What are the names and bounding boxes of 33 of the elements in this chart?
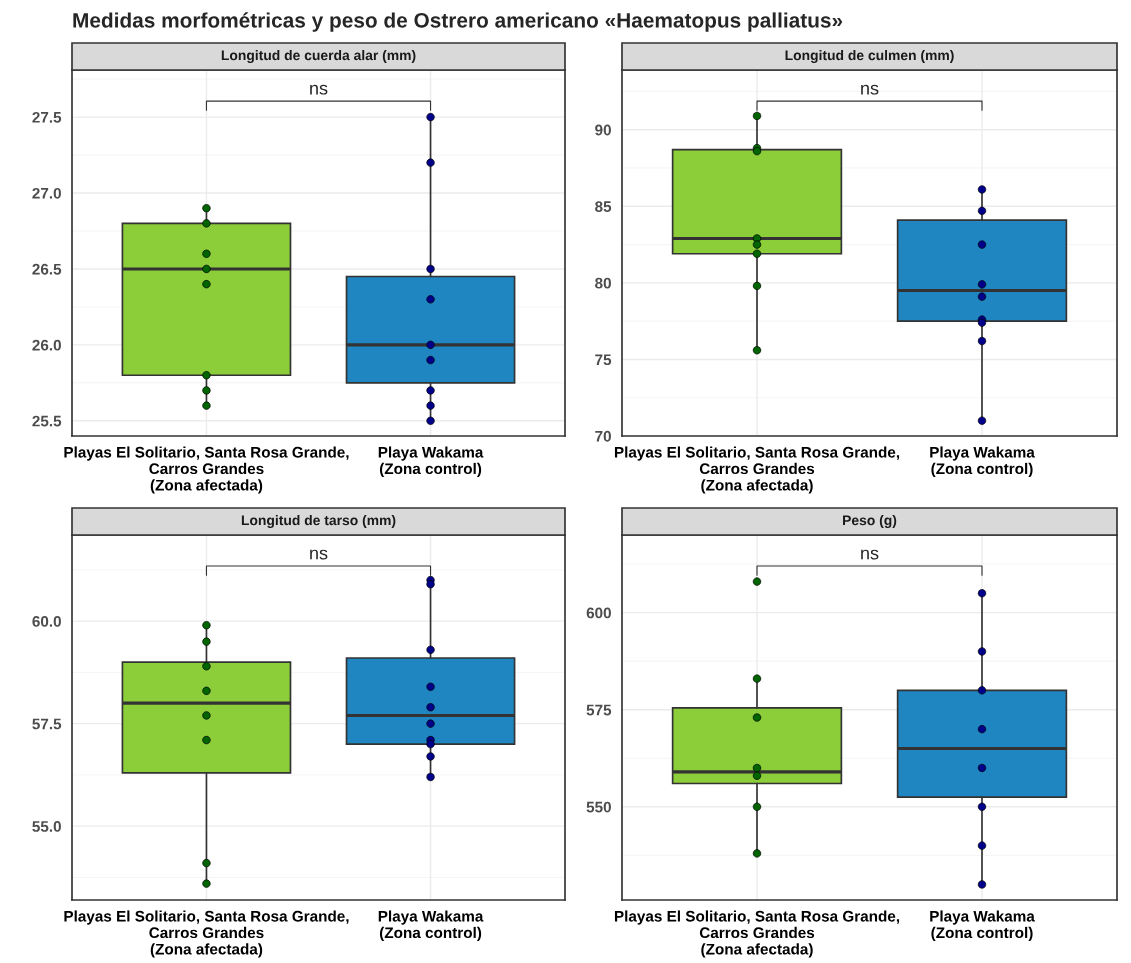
x-tick-label: Playa Wakama (Zona control) <box>378 446 484 478</box>
annotation: ns <box>310 84 328 95</box>
chart-title: Longitud de tarso (mm) <box>241 515 396 528</box>
chart-title: Longitud de cuerda alar (mm) <box>221 50 416 63</box>
y-tick-label: 80 <box>595 277 611 289</box>
y-tick-label: 27.0 <box>32 187 61 199</box>
x-tick-label: Playas El Solitario, Santa Rosa Grande, Carros Grandes (Zona afectada) <box>64 446 349 494</box>
annotation: ns <box>310 549 328 560</box>
y-tick-label: 27.5 <box>32 111 62 123</box>
annotation: ns <box>861 84 879 95</box>
x-tick-label: Playas El Solitario, Santa Rosa Grande, Carros Grandes (Zona afectada) <box>64 910 349 958</box>
y-tick-label: 575 <box>586 704 612 716</box>
y-tick-label: 26.5 <box>32 263 62 275</box>
y-tick-label: 60.0 <box>32 615 61 627</box>
x-tick-label: Playa Wakama (Zona control) <box>930 446 1035 478</box>
chart-title: Longitud de culmen (mm) <box>785 50 954 63</box>
x-tick-label: Playa Wakama (Zona control) <box>930 910 1035 942</box>
y-tick-label: 57.5 <box>32 718 62 730</box>
y-tick-label: 55.0 <box>32 821 61 832</box>
y-tick-label: 600 <box>586 607 611 619</box>
y-tick-label: 26.0 <box>32 339 61 351</box>
y-tick-label: 90 <box>595 124 611 136</box>
y-tick-label: 25.5 <box>32 415 62 427</box>
chart-title: Peso (g) <box>843 515 897 528</box>
text: Medidas morfométricas y peso de Ostrero americano «Haematopus palliatus» <box>73 12 843 32</box>
y-tick-label: 550 <box>586 801 611 813</box>
y-tick-label: 85 <box>595 201 612 212</box>
y-tick-label: 70 <box>595 430 611 442</box>
x-tick-label: Playas El Solitario, Santa Rosa Grande, Carros Grandes (Zona afectada) <box>614 910 900 958</box>
annotation: ns <box>861 549 879 560</box>
x-tick-label: Playas El Solitario, Santa Rosa Grande, Carros Grandes (Zona afectada) <box>614 446 900 494</box>
x-tick-label: Playa Wakama (Zona control) <box>378 910 484 942</box>
y-tick-label: 75 <box>595 354 612 366</box>
